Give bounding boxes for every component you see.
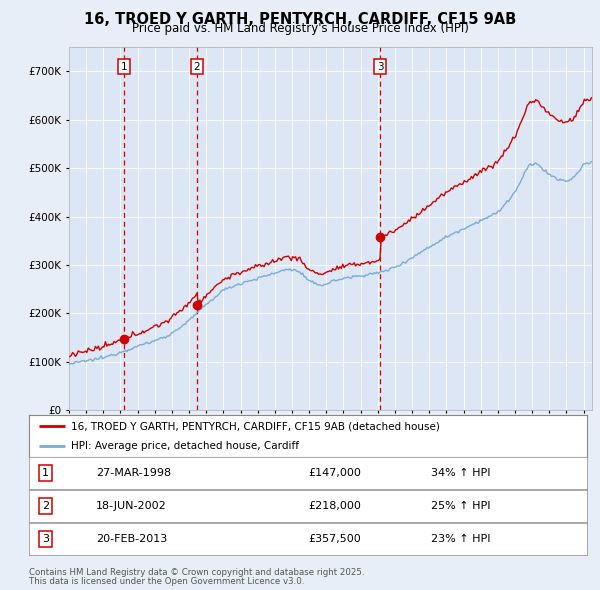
Text: 25% ↑ HPI: 25% ↑ HPI bbox=[431, 501, 490, 511]
Text: HPI: Average price, detached house, Cardiff: HPI: Average price, detached house, Card… bbox=[71, 441, 299, 451]
Text: 16, TROED Y GARTH, PENTYRCH, CARDIFF, CF15 9AB (detached house): 16, TROED Y GARTH, PENTYRCH, CARDIFF, CF… bbox=[71, 421, 440, 431]
Text: 18-JUN-2002: 18-JUN-2002 bbox=[96, 501, 167, 511]
Text: £357,500: £357,500 bbox=[308, 534, 361, 544]
Text: 23% ↑ HPI: 23% ↑ HPI bbox=[431, 534, 490, 544]
Text: 1: 1 bbox=[42, 468, 49, 478]
Text: This data is licensed under the Open Government Licence v3.0.: This data is licensed under the Open Gov… bbox=[29, 577, 304, 586]
Text: 34% ↑ HPI: 34% ↑ HPI bbox=[431, 468, 490, 478]
Text: Contains HM Land Registry data © Crown copyright and database right 2025.: Contains HM Land Registry data © Crown c… bbox=[29, 568, 364, 577]
Text: 3: 3 bbox=[42, 534, 49, 544]
Text: £218,000: £218,000 bbox=[308, 501, 361, 511]
Text: 3: 3 bbox=[377, 61, 383, 71]
Text: 27-MAR-1998: 27-MAR-1998 bbox=[96, 468, 171, 478]
Text: 2: 2 bbox=[194, 61, 200, 71]
Text: £147,000: £147,000 bbox=[308, 468, 361, 478]
Text: 2: 2 bbox=[42, 501, 49, 511]
Text: 20-FEB-2013: 20-FEB-2013 bbox=[96, 534, 167, 544]
Text: 16, TROED Y GARTH, PENTYRCH, CARDIFF, CF15 9AB: 16, TROED Y GARTH, PENTYRCH, CARDIFF, CF… bbox=[84, 12, 516, 27]
Text: 1: 1 bbox=[121, 61, 128, 71]
Text: Price paid vs. HM Land Registry's House Price Index (HPI): Price paid vs. HM Land Registry's House … bbox=[131, 22, 469, 35]
